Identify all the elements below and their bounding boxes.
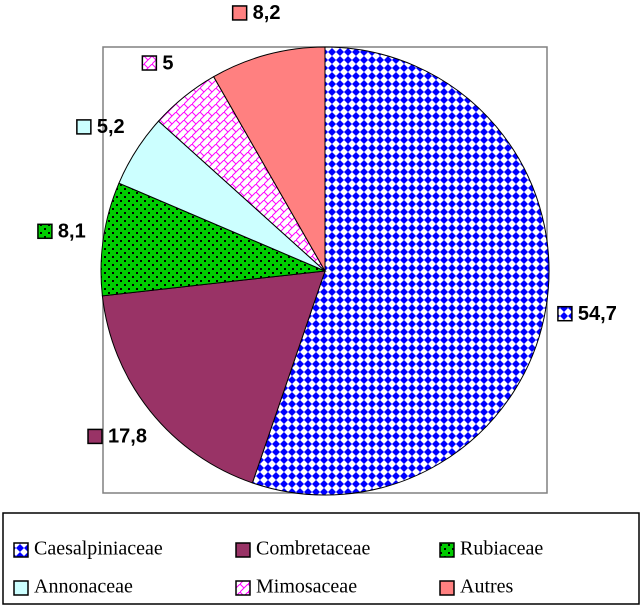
legend-key [439, 542, 455, 558]
label-key [141, 55, 158, 71]
value-label: 5 [162, 52, 173, 74]
pie-slice [101, 270, 326, 484]
legend-label: Annonaceae [34, 576, 133, 598]
legend-label: Combretaceae [256, 538, 370, 560]
label-key [76, 119, 92, 135]
pie-slice [251, 46, 550, 496]
label-key [87, 428, 103, 445]
legend-label: Mimosaceae [256, 576, 357, 598]
legend-label: Caesalpiniaceae [34, 538, 163, 560]
legend-key [235, 542, 251, 558]
legend-label: Rubiaceae [460, 538, 543, 560]
legend-label: Autres [460, 576, 514, 598]
legend-key [235, 580, 251, 596]
label-key [37, 223, 53, 240]
value-label: 8,1 [58, 221, 86, 243]
pie-slice [100, 182, 327, 297]
pie-slice [212, 46, 326, 273]
legend-key [439, 580, 455, 596]
legend-box [2, 512, 640, 605]
label-key [231, 5, 248, 21]
value-label: 17,8 [108, 426, 147, 448]
label-key [557, 305, 573, 322]
value-label: 5,2 [97, 116, 125, 138]
legend-key [13, 580, 29, 596]
legend-key [13, 542, 29, 558]
value-label: 54,7 [578, 303, 617, 325]
value-label: 8,2 [253, 2, 281, 24]
